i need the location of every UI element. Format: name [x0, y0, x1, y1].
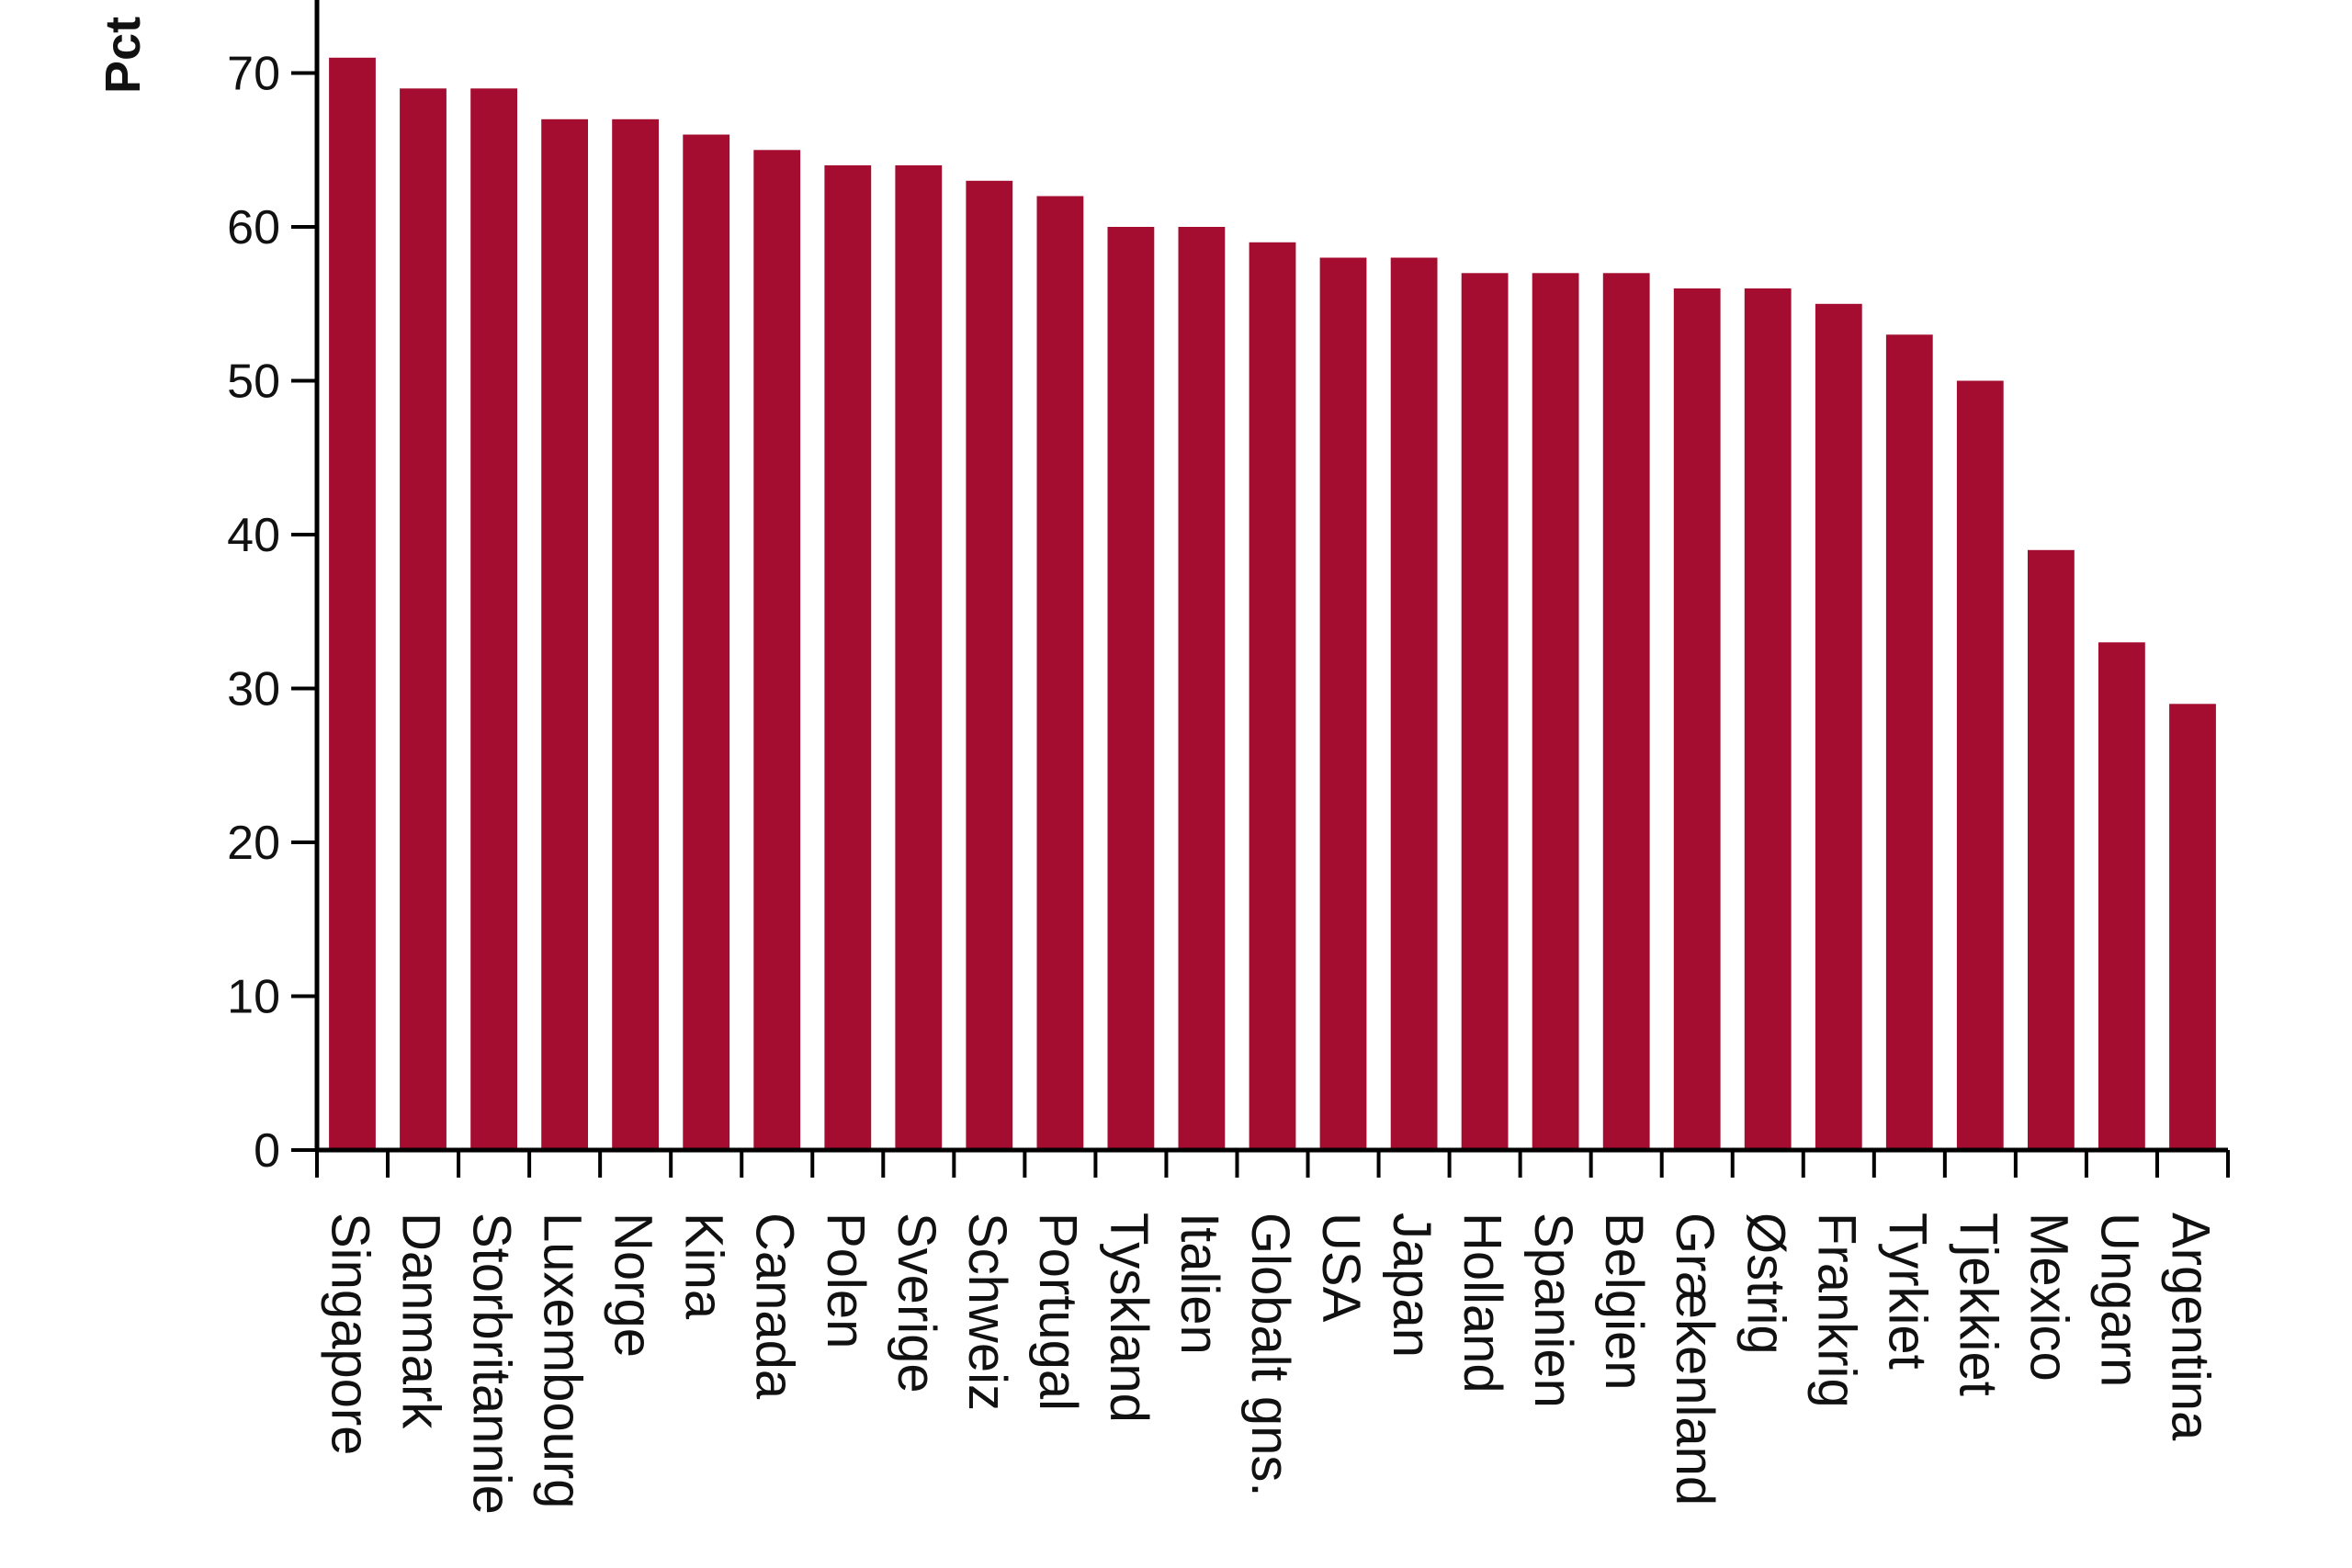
- bar-21: [1815, 303, 1862, 1151]
- x-tick-label: Canada: [745, 1213, 805, 1400]
- bar-1: [400, 88, 447, 1151]
- bars-group: [329, 57, 2216, 1151]
- x-tick-label: Grækenland: [1665, 1213, 1724, 1506]
- bar-10: [1036, 196, 1084, 1150]
- bar-11: [1107, 227, 1155, 1150]
- bar-16: [1461, 273, 1509, 1151]
- x-tick-label: Tyskland: [1099, 1213, 1159, 1423]
- bar-20: [1744, 288, 1792, 1150]
- x-tick-label: USA: [1311, 1213, 1371, 1323]
- x-tick-label: Ungarn: [2089, 1213, 2149, 1387]
- x-tick-label: Polen: [816, 1213, 876, 1348]
- x-tick-label: Luxembourg: [533, 1213, 593, 1508]
- bar-14: [1319, 257, 1367, 1150]
- x-tick-label: Tyrkiet: [1877, 1213, 1937, 1370]
- x-tick-label: Frankrig: [1806, 1213, 1866, 1408]
- x-tick-label: Danmark: [391, 1213, 451, 1429]
- x-tick-label: Spanien: [1523, 1213, 1583, 1408]
- y-tick-label: 30: [227, 663, 280, 716]
- x-tick-label: Holland: [1453, 1213, 1512, 1393]
- bar-26: [2169, 704, 2216, 1151]
- bar-2: [470, 88, 517, 1151]
- bar-5: [683, 134, 730, 1150]
- bar-0: [329, 57, 376, 1151]
- bar-6: [753, 150, 801, 1151]
- x-axis: Singapore Danmark Storbritannie Luxembourg N…: [315, 1147, 2230, 1515]
- y-tick-label: 70: [227, 48, 280, 101]
- bar-3: [541, 118, 588, 1151]
- bar-19: [1673, 288, 1721, 1150]
- bar-18: [1602, 273, 1650, 1151]
- bar-23: [1956, 380, 2004, 1150]
- y-axis-title: Pct: [96, 17, 151, 94]
- y-tick-label: 0: [254, 1124, 280, 1178]
- x-tick-label: Schweiz: [957, 1213, 1017, 1411]
- x-tick-label: Belgien: [1594, 1213, 1654, 1390]
- x-tick-label: Singapore: [321, 1213, 380, 1455]
- bar-9: [966, 180, 1013, 1151]
- bar-7: [824, 165, 872, 1150]
- y-axis: 0 10 20 30 40 50 60 70: [227, 0, 320, 1178]
- bar-8: [895, 165, 943, 1150]
- bar-24: [2028, 549, 2075, 1151]
- bar-25: [2098, 642, 2145, 1151]
- y-tick-label: 60: [227, 201, 280, 254]
- bar-13: [1249, 242, 1296, 1151]
- x-tick-label: Mexico: [2018, 1213, 2078, 1382]
- x-tick-label: Kina: [674, 1213, 734, 1320]
- y-tick-label: 50: [227, 355, 280, 409]
- x-tick-label: Globalt gns.: [1240, 1213, 1300, 1497]
- x-tick-label: Argentina: [2160, 1213, 2220, 1441]
- bar-4: [612, 118, 659, 1151]
- bar-17: [1532, 273, 1579, 1151]
- x-tick-label: Italien: [1170, 1213, 1229, 1355]
- bar-12: [1178, 227, 1226, 1150]
- bar-22: [1885, 334, 1933, 1151]
- x-tick-label: Sverige: [887, 1213, 946, 1393]
- y-tick-label: 10: [227, 971, 280, 1024]
- x-tick-label: Østrig: [1736, 1213, 1795, 1355]
- x-tick-label: Storbritannie: [462, 1213, 522, 1515]
- x-tick-label: Japan: [1382, 1213, 1442, 1358]
- x-tick-label: Portugal: [1028, 1213, 1088, 1411]
- y-tick-label: 20: [227, 817, 280, 870]
- bar-15: [1390, 257, 1438, 1150]
- y-tick-label: 40: [227, 509, 280, 562]
- x-tick-label: Tjekkiet: [1948, 1213, 2007, 1396]
- x-tick-label: Norge: [604, 1213, 663, 1358]
